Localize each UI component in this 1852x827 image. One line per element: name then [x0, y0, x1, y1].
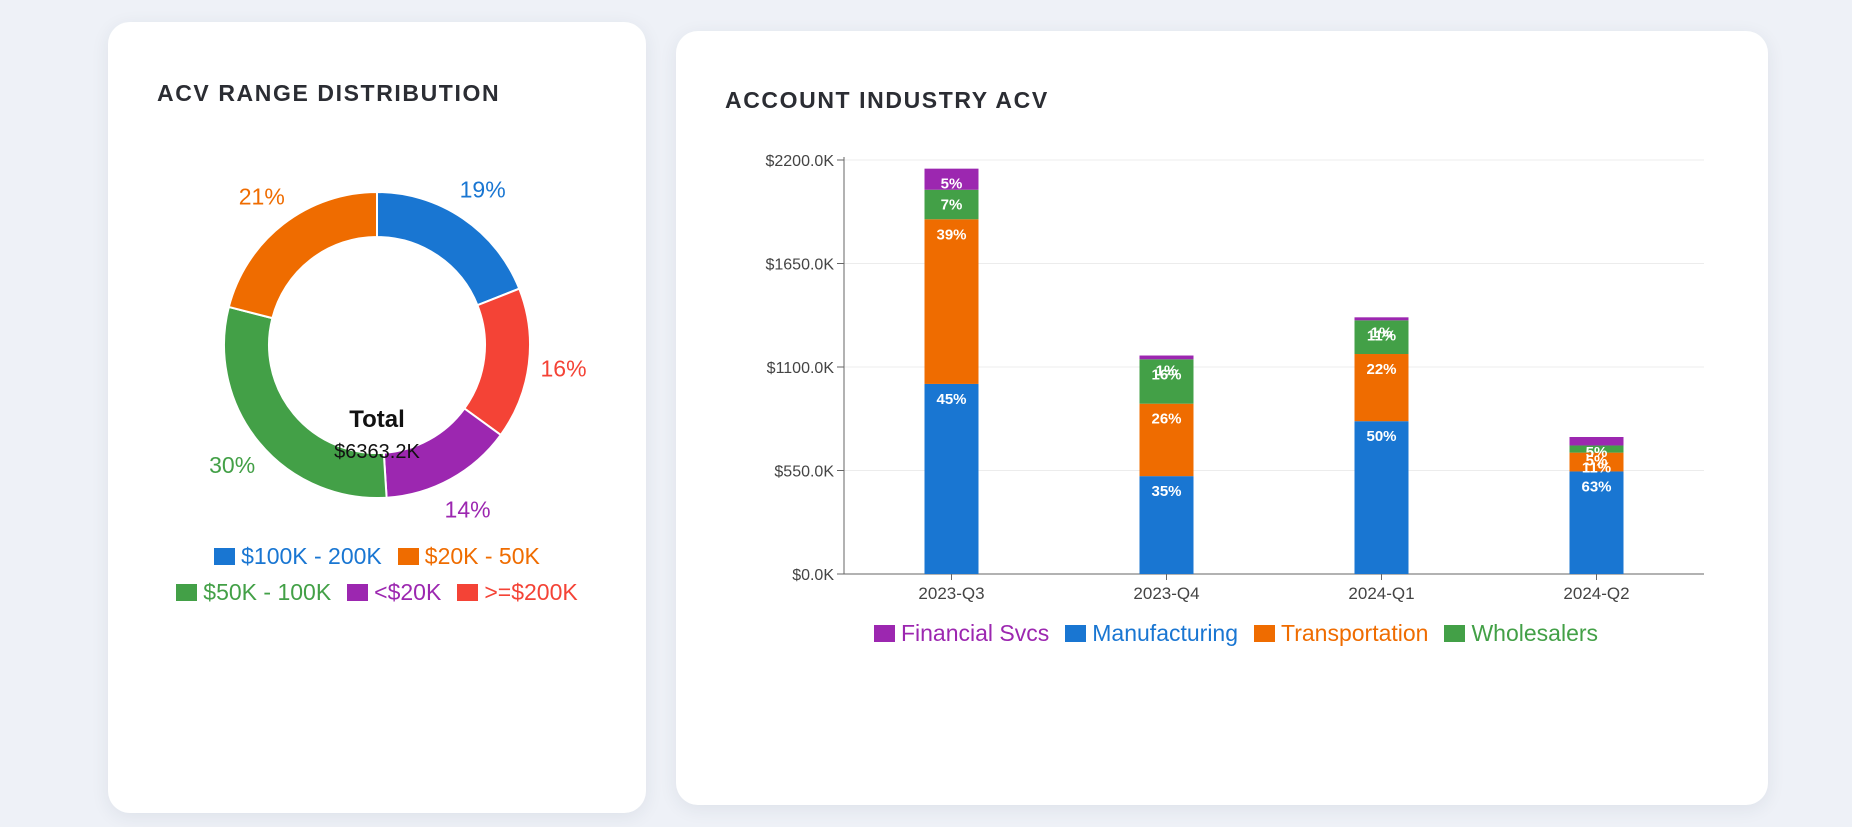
bar-segment-wholesalers — [1569, 445, 1624, 453]
donut-slice-label: 19% — [460, 177, 506, 203]
legend-item-100k-200k[interactable]: $100K - 200K — [214, 543, 382, 570]
donut-center-value: $6363.2K — [334, 441, 420, 463]
legend-label: $100K - 200K — [241, 543, 382, 569]
legend-label: >=$200K — [484, 579, 578, 605]
bar-segment-label: 45% — [936, 391, 966, 408]
legend-item-50k-100k[interactable]: $50K - 100K — [176, 579, 331, 606]
y-tick-label: $550.0K — [774, 464, 834, 481]
donut-slice-100k-200k — [376, 190, 521, 307]
legend-swatch — [457, 584, 479, 601]
bar-segment-transportation — [924, 219, 979, 384]
legend-swatch — [1444, 625, 1466, 642]
legend-label: Wholesalers — [1471, 620, 1599, 646]
bar-segment-financial-svcs — [1139, 355, 1194, 360]
legend-label: Manufacturing — [1092, 620, 1239, 646]
y-tick-label: $1650.0K — [765, 257, 834, 274]
x-tick-label: 2023-Q4 — [1133, 584, 1199, 603]
industry-acv-bar-chart: $0.0K $550.0K $1100.0K $1650.0K $2200.0K 2023… — [765, 153, 1704, 603]
legend-label: Financial Svcs — [900, 620, 1050, 646]
y-tick-label: $0.0K — [792, 567, 834, 584]
bar-segment-transportation — [1569, 452, 1624, 472]
y-tick-label: $1100.0K — [767, 360, 835, 377]
bar-segment-manufacturing — [1569, 471, 1624, 574]
legend-item-transportation[interactable]: Transportation — [1254, 620, 1428, 647]
donut-slice-label: 14% — [445, 497, 491, 523]
bar-segment-wholesalers — [1139, 359, 1194, 404]
legend-item-20k[interactable]: <$20K — [347, 579, 441, 606]
bar-segment-label: 1% — [1156, 363, 1178, 380]
industry-acv-legend: Financial Svcs Manufacturing Transportatio… — [736, 620, 1736, 647]
industry-acv-card: ACCOUNT INDUSTRY ACV $0.0K $550.0K $1100.0… — [676, 31, 1768, 805]
bar-segment-label: 5% — [1586, 452, 1608, 469]
legend-item-200k[interactable]: >=$200K — [457, 579, 578, 606]
bar-segment-label: 5% — [941, 176, 963, 193]
industry-acv-title: ACCOUNT INDUSTRY ACV — [725, 87, 1049, 113]
donut-slice-label: 16% — [540, 356, 586, 382]
legend-swatch — [176, 584, 198, 601]
legend-swatch — [214, 548, 236, 565]
bar-segment-label: 11% — [1367, 327, 1396, 344]
donut-slice-20k-50k — [227, 190, 378, 320]
legend-item-wholesalers[interactable]: Wholesalers — [1444, 620, 1598, 647]
bar-segment-financial-svcs — [1354, 317, 1409, 321]
bar-segment-label: 50% — [1366, 428, 1396, 445]
x-tick-label: 2023-Q3 — [918, 584, 984, 603]
x-tick-label: 2024-Q2 — [1563, 584, 1629, 603]
legend-label: $20K - 50K — [424, 543, 540, 569]
bar-segment-manufacturing — [1139, 476, 1194, 574]
bar-segment-label: 16% — [1151, 366, 1181, 383]
acv-range-card: ACV RANGE DISTRIBUTION 19% 16% 14% 30% 21% To… — [108, 22, 646, 813]
bar-segment-financial-svcs — [1569, 437, 1624, 446]
bar-segment-label: 5% — [1586, 444, 1608, 461]
legend-item-20k-50k[interactable]: $20K - 50K — [397, 543, 540, 570]
legend-item-manufacturing[interactable]: Manufacturing — [1065, 620, 1238, 647]
bar-segment-label: 7% — [941, 197, 963, 214]
acv-range-legend: $100K - 200K $20K - 50K $50K - 100K <$20K >=… — [148, 543, 606, 606]
donut-slice-label: 30% — [209, 452, 255, 478]
bar-segment-financial-svcs — [924, 168, 979, 190]
bar-segment-wholesalers — [1354, 320, 1409, 355]
donut-slice-label: 21% — [239, 183, 285, 209]
bar-segment-label: 26% — [1151, 411, 1181, 428]
x-tick-label: 2024-Q1 — [1348, 584, 1414, 603]
legend-swatch — [397, 548, 419, 565]
donut-slice-200k — [462, 287, 531, 437]
bar-segment-label: 1% — [1371, 324, 1393, 341]
acv-range-donut-chart: 19% 16% 14% 30% 21% Total $6363.2K — [209, 177, 586, 523]
bar-segment-label: 11% — [1582, 460, 1611, 477]
legend-item-financial-svcs[interactable]: Financial Svcs — [873, 620, 1050, 647]
legend-swatch — [1065, 625, 1087, 642]
legend-swatch — [873, 625, 895, 642]
legend-swatch — [347, 584, 369, 601]
y-tick-label: $2200.0K — [765, 153, 834, 170]
legend-label: Transportation — [1281, 620, 1429, 646]
bar-segment-transportation — [1354, 354, 1409, 422]
bar-segment-transportation — [1139, 403, 1194, 477]
bar-segment-manufacturing — [924, 383, 979, 574]
bar-segment-label: 35% — [1151, 483, 1181, 500]
donut-center-label: Total — [349, 406, 405, 433]
bar-segment-label: 39% — [936, 226, 966, 243]
legend-label: $50K - 100K — [203, 579, 332, 605]
bar-segment-label: 22% — [1366, 361, 1396, 378]
bar-segment-label: 63% — [1581, 478, 1611, 495]
legend-swatch — [1254, 625, 1276, 642]
acv-range-title: ACV RANGE DISTRIBUTION — [157, 80, 501, 106]
bar-segment-manufacturing — [1354, 421, 1409, 574]
bar-segment-wholesalers — [924, 189, 979, 220]
legend-label: <$20K — [374, 579, 442, 605]
